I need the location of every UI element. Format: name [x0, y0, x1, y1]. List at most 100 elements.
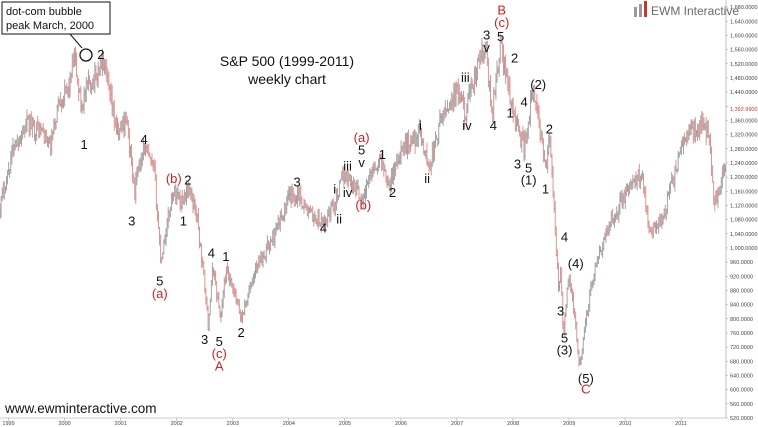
- x-tick-label: 2002: [171, 421, 183, 427]
- wave-label: (a): [152, 286, 168, 301]
- wave-label: 4: [320, 220, 327, 235]
- last-price-label: 1,392.9900: [730, 107, 758, 113]
- wave-label: 3: [128, 213, 135, 228]
- brand-name: EWM Interactive: [651, 4, 739, 18]
- wave-label: i: [419, 118, 422, 133]
- x-tick-label: 2008: [507, 421, 519, 427]
- callout-line2: peak March, 2000: [6, 20, 94, 32]
- wave-label: 3: [483, 27, 490, 42]
- y-tick-label: 1,200.0000: [730, 175, 758, 181]
- chart-title-line2: weekly chart: [247, 71, 326, 87]
- wave-label: 2: [511, 50, 518, 65]
- wave-label: (1): [521, 173, 537, 188]
- logo-bar-1: [634, 7, 637, 17]
- x-tick-label: 2009: [563, 421, 575, 427]
- wave-label: 3: [514, 157, 521, 172]
- wave-label: 2: [237, 325, 244, 340]
- wave-label: 5: [525, 160, 532, 175]
- x-tick-label: 2004: [283, 421, 295, 427]
- price-candles: [0, 33, 727, 367]
- wave-label: 2: [184, 173, 191, 188]
- y-tick-label: 560.0000: [730, 402, 753, 408]
- y-tick-label: 1,480.0000: [730, 76, 758, 82]
- wave-label: 5: [497, 29, 504, 44]
- y-tick-label: 1,240.0000: [730, 161, 758, 167]
- y-tick-label: 800.0000: [730, 317, 753, 323]
- last-price-marker: 1,392.9900: [728, 103, 758, 113]
- y-tick-label: 1,680.0000: [730, 5, 758, 11]
- y-tick-label: 640.0000: [730, 373, 753, 379]
- wave-label: iii: [461, 70, 470, 85]
- y-tick-label: 1,000.0000: [730, 246, 758, 252]
- wave-label: C: [581, 382, 590, 397]
- x-tick-label: 2000: [58, 421, 70, 427]
- y-tick-label: 1,080.0000: [730, 218, 758, 224]
- y-tick-label: 1,440.0000: [730, 90, 758, 96]
- y-tick-label: 840.0000: [730, 303, 753, 309]
- wave-label: 5: [561, 330, 568, 345]
- wave-label: iv: [343, 185, 353, 200]
- wave-label: 4: [140, 132, 147, 147]
- wave-label: (b): [166, 171, 182, 186]
- wave-label: 3: [201, 332, 208, 347]
- callout-circle: [79, 48, 93, 62]
- y-tick-label: 1,280.0000: [730, 147, 758, 153]
- bubble-callout: dot-com bubble peak March, 2000: [1, 1, 111, 62]
- wave-label: 1: [222, 249, 229, 264]
- wave-label: ii: [336, 212, 342, 227]
- wave-label: (5): [578, 371, 594, 386]
- y-tick-label: 960.0000: [730, 260, 753, 266]
- wave-label: (3): [557, 343, 573, 358]
- callout-box: [1, 1, 111, 35]
- wave-label: v: [483, 40, 490, 55]
- wave-label: 2: [389, 185, 396, 200]
- y-tick-label: 520.0000: [730, 416, 753, 422]
- time-axis: 1999 2000 2001 2002 2003 2004 2005 2006 2007 2008…: [0, 417, 726, 427]
- x-tick-label: 2011: [675, 421, 687, 427]
- wave-label: B: [497, 3, 506, 18]
- x-tick-label: 1999: [2, 421, 14, 427]
- wave-label: v: [358, 155, 365, 170]
- y-tick-label: 880.0000: [730, 288, 753, 294]
- wave-label: (c): [212, 346, 227, 361]
- wave-label: (2): [530, 77, 546, 92]
- last-price-box: [728, 103, 758, 112]
- y-tick-label: 1,600.0000: [730, 33, 758, 39]
- y-tick-label: 1,160.0000: [730, 189, 758, 195]
- wave-label: 4: [208, 245, 215, 260]
- brand-logo: EWM Interactive: [634, 1, 739, 18]
- logo-bar-3: [644, 1, 647, 17]
- x-tick-label: 2003: [227, 421, 239, 427]
- y-tick-label: 1,560.0000: [730, 48, 758, 54]
- x-tick-label: 2007: [451, 421, 463, 427]
- wave-label: 5: [358, 143, 365, 158]
- wave-label: 4: [490, 118, 497, 133]
- wave-label: 5: [216, 334, 223, 349]
- chart-title-line1: S&P 500 (1999-2011): [220, 53, 354, 69]
- callout-pointer: [69, 33, 83, 49]
- x-tick-label: 2001: [115, 421, 127, 427]
- wave-label: 5: [156, 274, 163, 289]
- y-tick-label: 1,360.0000: [730, 118, 758, 124]
- wave-label: 4: [521, 95, 528, 110]
- wave-label: A: [215, 359, 224, 374]
- chart-title: S&P 500 (1999-2011) weekly chart: [220, 53, 354, 87]
- y-tick-label: 1,040.0000: [730, 232, 758, 238]
- price-axis: 1,680.0000 1,640.0000 1,600.0000 1,560.0000…: [725, 0, 758, 422]
- wave-label: 2: [546, 121, 553, 136]
- y-tick-label: 1,120.0000: [730, 203, 758, 209]
- wave-label: 1: [542, 182, 549, 197]
- wave-label: iii: [343, 158, 352, 173]
- wave-label: 2: [97, 47, 104, 62]
- y-tick-label: 1,320.0000: [730, 133, 758, 139]
- y-tick-label: 920.0000: [730, 274, 753, 280]
- wave-label: 1: [379, 147, 386, 162]
- wave-label: 1: [180, 213, 187, 228]
- wave-label: ii: [424, 171, 430, 186]
- x-tick-label: 2010: [619, 421, 631, 427]
- y-tick-label: 1,520.0000: [730, 62, 758, 68]
- wave-label: 3: [294, 174, 301, 189]
